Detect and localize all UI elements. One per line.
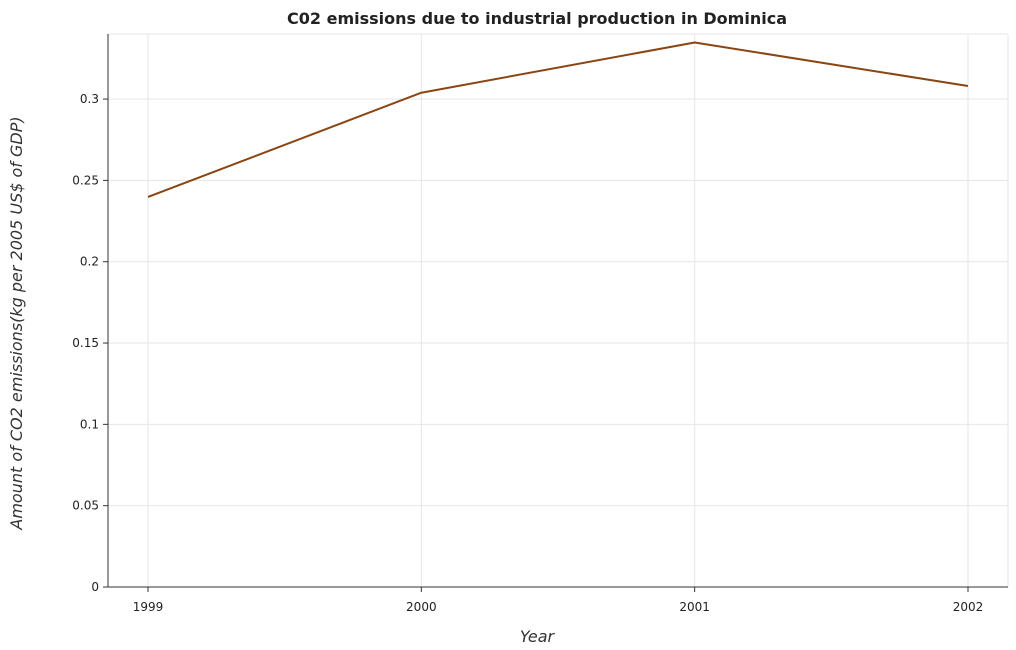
x-tick-label: 1999: [133, 600, 164, 614]
y-tick-label: 0.15: [72, 336, 99, 350]
data-series: [147, 41, 969, 198]
y-axis-title: Amount of CO2 emissions(kg per 2005 US$ …: [7, 116, 26, 530]
x-axis-title: Year: [520, 627, 556, 646]
y-tick-label: 0.25: [72, 173, 99, 187]
series-line: [147, 41, 969, 198]
chart-title: C02 emissions due to industrial producti…: [287, 9, 787, 28]
y-tick-label: 0.2: [80, 255, 99, 269]
x-tick-label: 2002: [953, 600, 984, 614]
x-tick-label: 2000: [406, 600, 437, 614]
axes: 0 0.05 0.1 0.15 0.2 0.25 0.3 1999 2000 2001 2002: [72, 34, 1008, 614]
y-tick-label: 0.1: [80, 417, 99, 431]
y-tick-label: 0: [91, 580, 99, 594]
y-tick-label: 0.3: [80, 92, 99, 106]
gridlines: [108, 33, 1009, 588]
x-tick-label: 2001: [679, 600, 710, 614]
y-tick-label: 0.05: [72, 499, 99, 513]
